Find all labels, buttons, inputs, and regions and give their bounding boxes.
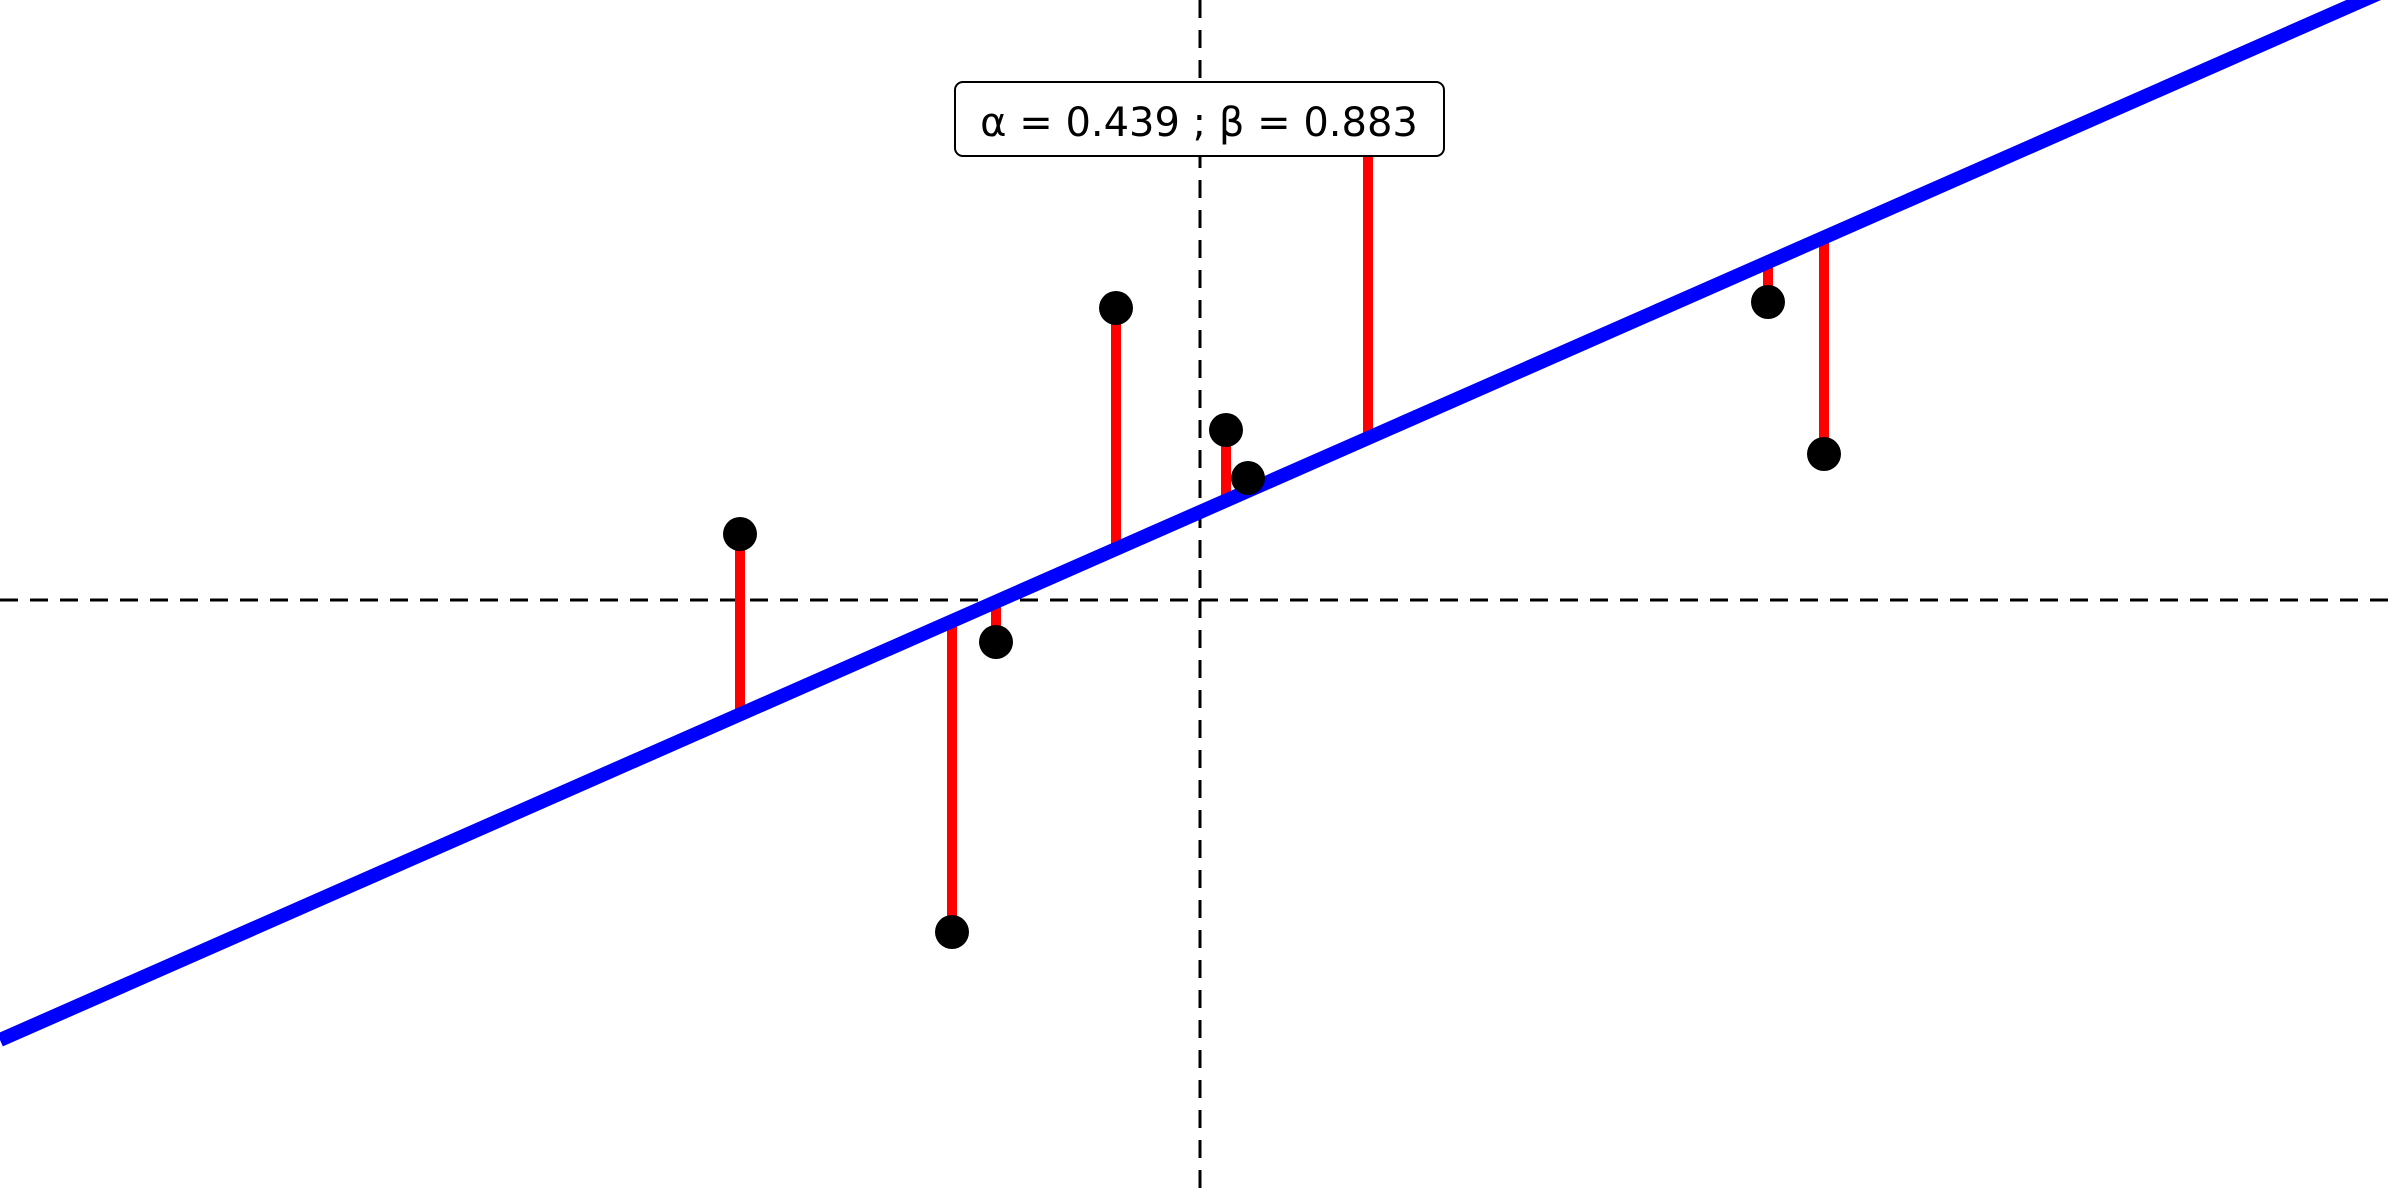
coefficient-annotation: α = 0.439 ; β = 0.883 — [954, 81, 1445, 157]
data-point — [1807, 437, 1841, 471]
data-point — [1099, 291, 1133, 325]
data-point — [935, 915, 969, 949]
regression-line — [0, 0, 2382, 1047]
residual-lines — [735, 132, 1829, 932]
annotation-box — [954, 81, 1445, 157]
alpha-label: α = — [980, 100, 1065, 146]
annotation-text: α = 0.439 ; β = 0.883 — [980, 100, 1418, 146]
data-point — [1751, 285, 1785, 319]
data-point — [1209, 413, 1243, 447]
data-points — [723, 115, 1841, 949]
data-point — [1231, 461, 1265, 495]
alpha-value: 0.439 — [1065, 100, 1180, 146]
data-point — [723, 517, 757, 551]
data-point — [979, 625, 1013, 659]
beta-label: β = — [1219, 100, 1303, 146]
beta-value: 0.883 — [1303, 100, 1418, 146]
annotation-separator: ; — [1180, 100, 1219, 146]
